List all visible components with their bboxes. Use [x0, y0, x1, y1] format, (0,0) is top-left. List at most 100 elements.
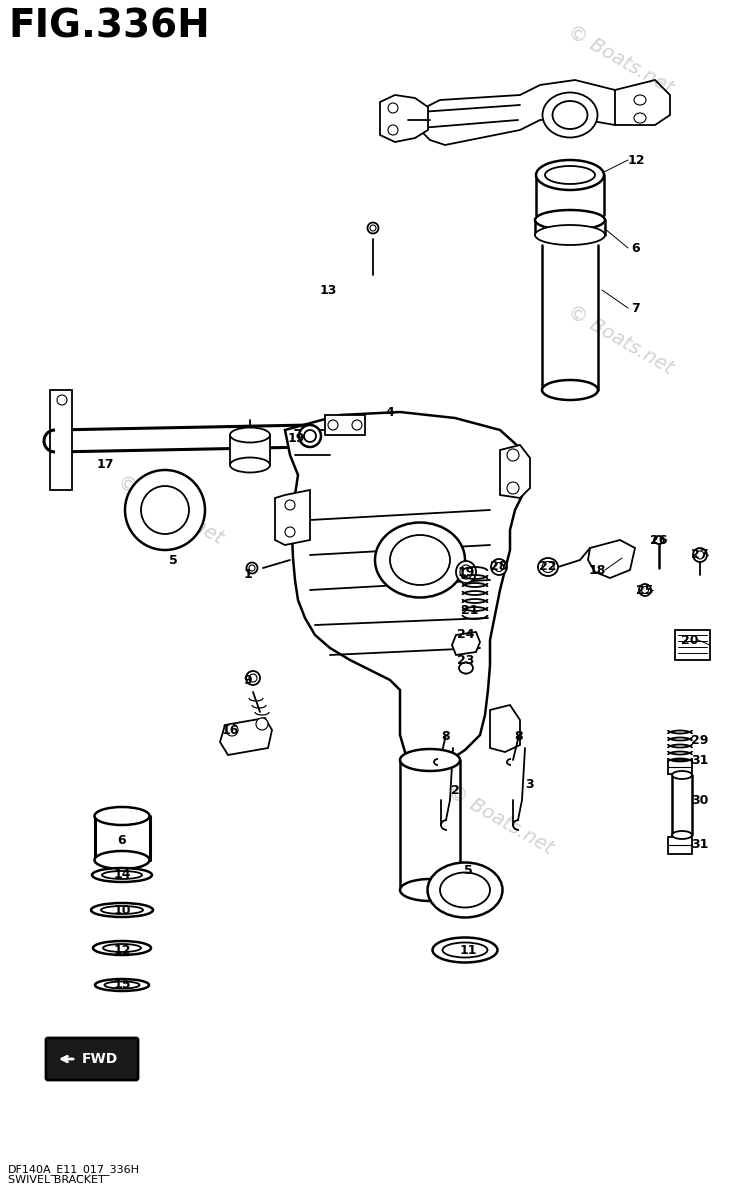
Polygon shape — [380, 95, 428, 142]
Polygon shape — [668, 838, 692, 854]
Polygon shape — [230, 434, 270, 464]
Text: 11: 11 — [459, 943, 477, 956]
Text: FWD: FWD — [82, 1052, 118, 1066]
Ellipse shape — [672, 770, 692, 779]
Ellipse shape — [654, 536, 664, 544]
Ellipse shape — [639, 584, 651, 596]
Text: 19: 19 — [287, 432, 305, 444]
Ellipse shape — [507, 482, 519, 494]
Text: 10: 10 — [113, 904, 131, 917]
Text: 21: 21 — [461, 604, 479, 617]
Ellipse shape — [693, 548, 707, 562]
Polygon shape — [275, 490, 310, 545]
Text: 28: 28 — [491, 560, 508, 574]
Ellipse shape — [491, 559, 507, 575]
Text: 9: 9 — [243, 673, 253, 686]
Text: 5: 5 — [169, 553, 178, 566]
Ellipse shape — [230, 427, 270, 443]
Ellipse shape — [440, 872, 490, 907]
Ellipse shape — [94, 806, 150, 826]
Ellipse shape — [388, 103, 398, 113]
Polygon shape — [588, 540, 635, 578]
Text: 13: 13 — [319, 283, 336, 296]
Ellipse shape — [249, 674, 257, 682]
Text: 19: 19 — [457, 565, 475, 578]
Ellipse shape — [542, 380, 598, 400]
Ellipse shape — [672, 830, 692, 839]
Ellipse shape — [542, 562, 554, 572]
Text: FIG.336H: FIG.336H — [8, 8, 209, 46]
Polygon shape — [50, 390, 72, 490]
Text: 24: 24 — [457, 629, 475, 642]
Ellipse shape — [535, 210, 605, 230]
Ellipse shape — [95, 979, 149, 991]
Text: 16: 16 — [222, 724, 239, 737]
Text: 8: 8 — [442, 731, 451, 744]
Ellipse shape — [543, 92, 597, 138]
Text: 22: 22 — [539, 560, 556, 574]
Ellipse shape — [696, 551, 704, 559]
Ellipse shape — [456, 560, 476, 583]
Ellipse shape — [634, 113, 646, 122]
Ellipse shape — [545, 166, 595, 184]
Ellipse shape — [634, 95, 646, 104]
Polygon shape — [325, 415, 365, 434]
Ellipse shape — [102, 871, 142, 878]
Text: 12: 12 — [113, 943, 131, 956]
Ellipse shape — [285, 500, 295, 510]
Ellipse shape — [538, 558, 558, 576]
Text: SWIVEL BRACKET: SWIVEL BRACKET — [8, 1175, 105, 1186]
Ellipse shape — [92, 868, 152, 882]
Ellipse shape — [460, 565, 472, 578]
Text: 7: 7 — [631, 301, 640, 314]
Ellipse shape — [390, 535, 450, 584]
Text: © Boats.net: © Boats.net — [444, 782, 556, 858]
Text: © Boats.net: © Boats.net — [564, 22, 677, 98]
Polygon shape — [452, 632, 480, 655]
Polygon shape — [420, 80, 615, 145]
Polygon shape — [285, 412, 528, 766]
Text: 12: 12 — [627, 154, 645, 167]
Text: 17: 17 — [96, 458, 113, 472]
Text: 3: 3 — [525, 779, 534, 792]
Text: © Boats.net: © Boats.net — [113, 472, 226, 548]
Ellipse shape — [246, 563, 258, 574]
Ellipse shape — [352, 420, 362, 430]
Text: 31: 31 — [691, 754, 708, 767]
Ellipse shape — [553, 101, 587, 128]
Polygon shape — [220, 718, 272, 755]
Ellipse shape — [91, 902, 153, 917]
Ellipse shape — [642, 587, 649, 594]
Ellipse shape — [370, 226, 376, 230]
Polygon shape — [490, 704, 520, 752]
Text: DF140A_E11_017_336H: DF140A_E11_017_336H — [8, 1164, 140, 1175]
Text: 29: 29 — [691, 733, 708, 746]
Ellipse shape — [226, 724, 238, 736]
Text: 25: 25 — [637, 583, 654, 596]
Text: © Boats.net: © Boats.net — [564, 302, 677, 378]
Ellipse shape — [388, 125, 398, 134]
Ellipse shape — [427, 863, 503, 918]
Ellipse shape — [249, 565, 255, 571]
Text: 2: 2 — [451, 784, 460, 797]
Polygon shape — [500, 445, 530, 498]
Ellipse shape — [256, 718, 268, 730]
Text: 27: 27 — [691, 548, 709, 562]
Ellipse shape — [299, 425, 321, 446]
Ellipse shape — [285, 527, 295, 538]
Text: 5: 5 — [463, 864, 472, 876]
Ellipse shape — [141, 486, 189, 534]
Ellipse shape — [459, 662, 473, 673]
Text: 26: 26 — [650, 534, 668, 546]
Text: 15: 15 — [113, 978, 131, 991]
Ellipse shape — [536, 160, 604, 190]
Ellipse shape — [304, 430, 316, 442]
Ellipse shape — [246, 671, 260, 685]
Text: 14: 14 — [113, 869, 131, 882]
Polygon shape — [668, 760, 692, 774]
Text: 6: 6 — [118, 834, 126, 846]
Ellipse shape — [328, 420, 338, 430]
Ellipse shape — [93, 941, 151, 955]
Ellipse shape — [442, 942, 488, 958]
Text: 23: 23 — [457, 654, 475, 666]
